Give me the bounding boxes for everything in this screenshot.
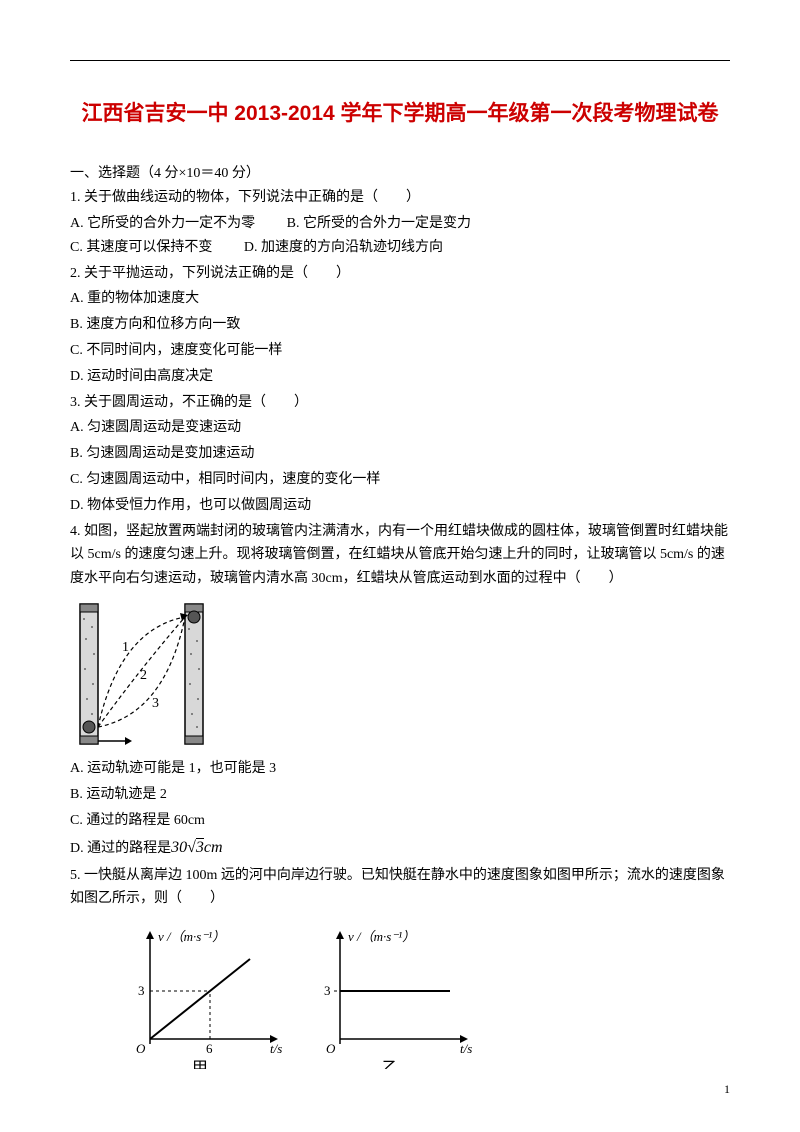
q5-stem: 5. 一快艇从离岸边 100m 远的河中向岸边行驶。已知快艇在静水中的速度图象如… [70,864,730,912]
q2-option-c: C. 不同时间内，速度变化可能一样 [70,339,730,363]
q4-curve-label-1: 1 [122,640,129,655]
q4-curve-label-3: 3 [152,696,159,711]
q4-option-c: C. 通过的路程是 60cm [70,809,730,833]
q2-stem: 2. 关于平抛运动，下列说法正确的是（ ） [70,262,730,286]
q3-option-b: B. 匀速圆周运动是变加速运动 [70,442,730,466]
section-1-header: 一、选择题（4 分×10＝40 分） [70,162,730,182]
q3-option-d: D. 物体受恒力作用，也可以做圆周运动 [70,494,730,518]
q5-chart-yi-ytick: 3 [324,983,331,998]
q4-option-a: A. 运动轨迹可能是 1，也可能是 3 [70,757,730,781]
q3-option-a: A. 匀速圆周运动是变速运动 [70,416,730,440]
q3-option-c: C. 匀速圆周运动中，相同时间内，速度的变化一样 [70,468,730,492]
q1-option-c: C. 其速度可以保持不变 [70,236,212,260]
q2-option-b: B. 速度方向和位移方向一致 [70,313,730,337]
q1-option-d: D. 加速度的方向沿轨迹切线方向 [244,236,443,260]
q5-chart-yi-xlabel: t/s [460,1041,472,1056]
q5-chart-jia-ylabel: v /（m·s⁻¹） [158,929,225,944]
q4-stem: 4. 如图，竖起放置两端封闭的玻璃管内注满清水，内有一个用红蜡块做成的圆柱体，玻… [70,520,730,591]
q5-chart-jia-xtick: 6 [206,1041,213,1056]
q5-chart-jia-xlabel: t/s [270,1041,282,1056]
q1-option-b: B. 它所受的合外力一定是变力 [287,212,471,236]
q1-stem: 1. 关于做曲线运动的物体，下列说法中正确的是（ ） [70,186,730,210]
q5-chart-jia-ytick: 3 [138,983,145,998]
q5-chart: v /（m·s⁻¹） t/s O 3 6 甲 v /（m·s⁻¹） t/s [110,919,730,1069]
q5-chart-jia-label: 甲 [192,1060,208,1069]
svg-text:O: O [326,1041,336,1056]
q2-option-d: D. 运动时间由高度决定 [70,365,730,389]
q4-option-b: B. 运动轨迹是 2 [70,783,730,807]
page-number: 1 [724,1082,730,1097]
top-rule [70,60,730,61]
q1-option-a: A. 它所受的合外力一定不为零 [70,212,255,236]
q4-option-d: D. 通过的路程是30√3cm [70,834,730,861]
q2-option-a: A. 重的物体加速度大 [70,287,730,311]
q5-chart-yi-ylabel: v /（m·s⁻¹） [348,929,415,944]
q4-diagram: 1 2 3 [70,599,730,749]
q4-curve-label-2: 2 [140,668,147,683]
svg-text:O: O [136,1041,146,1056]
q5-chart-yi-label: 乙 [382,1060,398,1069]
document-title: 江西省吉安一中 2013-2014 学年下学期高一年级第一次段考物理试卷 [70,91,730,137]
q3-stem: 3. 关于圆周运动，不正确的是（ ） [70,391,730,415]
